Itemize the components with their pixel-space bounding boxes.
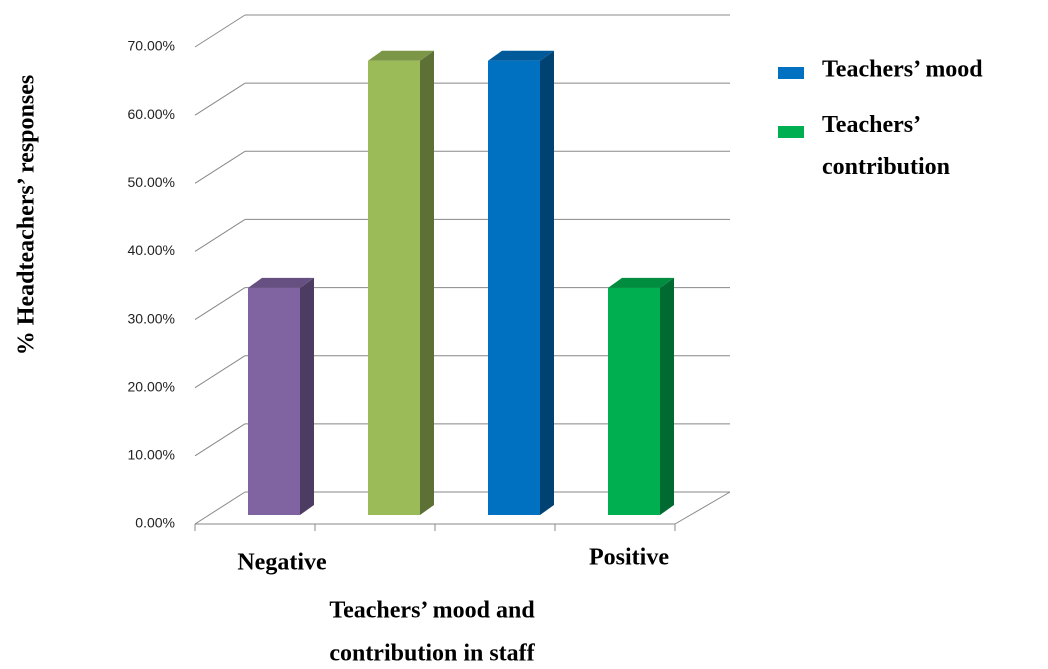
x-axis-title: contribution in staff xyxy=(329,641,535,667)
y-tick-label: 40.00% xyxy=(128,242,175,258)
bar-top xyxy=(488,50,554,61)
axis-line xyxy=(674,491,731,525)
bar-side xyxy=(540,50,554,516)
grid-line xyxy=(194,219,246,252)
bar-top xyxy=(248,277,314,288)
grid-line xyxy=(194,423,246,457)
bar-top xyxy=(368,50,434,61)
legend-label: Teachers’ mood xyxy=(822,57,983,83)
grid-line xyxy=(194,14,246,48)
x-tick-label: Negative xyxy=(237,550,327,576)
bar xyxy=(248,287,300,515)
bar xyxy=(608,287,660,515)
y-tick-label: 10.00% xyxy=(128,447,175,463)
bar-side xyxy=(420,50,434,516)
bar-side xyxy=(300,277,314,515)
legend-label: Teachers’ contribution xyxy=(822,112,950,180)
bar xyxy=(368,60,420,516)
grid-line xyxy=(194,355,246,389)
y-axis-title: % Headteachers’ responses xyxy=(14,75,40,355)
legend-swatch xyxy=(778,67,804,79)
bar xyxy=(488,60,540,516)
y-tick-label: 70.00% xyxy=(128,38,175,54)
x-tick-label: Positive xyxy=(589,545,669,571)
grid-line xyxy=(194,150,246,184)
x-axis-title: Teachers’ mood and xyxy=(329,598,535,624)
y-tick-label: 60.00% xyxy=(128,106,175,122)
grid-line xyxy=(194,287,246,320)
y-tick-label: 30.00% xyxy=(128,310,175,326)
bar-side xyxy=(660,277,674,515)
y-tick-label: 0.00% xyxy=(135,515,175,531)
grid-line xyxy=(194,491,246,525)
legend-swatch xyxy=(778,126,804,138)
y-tick-label: 50.00% xyxy=(128,174,175,190)
y-tick-label: 20.00% xyxy=(128,378,175,394)
grid-line xyxy=(194,82,246,116)
bar-top xyxy=(608,277,674,288)
